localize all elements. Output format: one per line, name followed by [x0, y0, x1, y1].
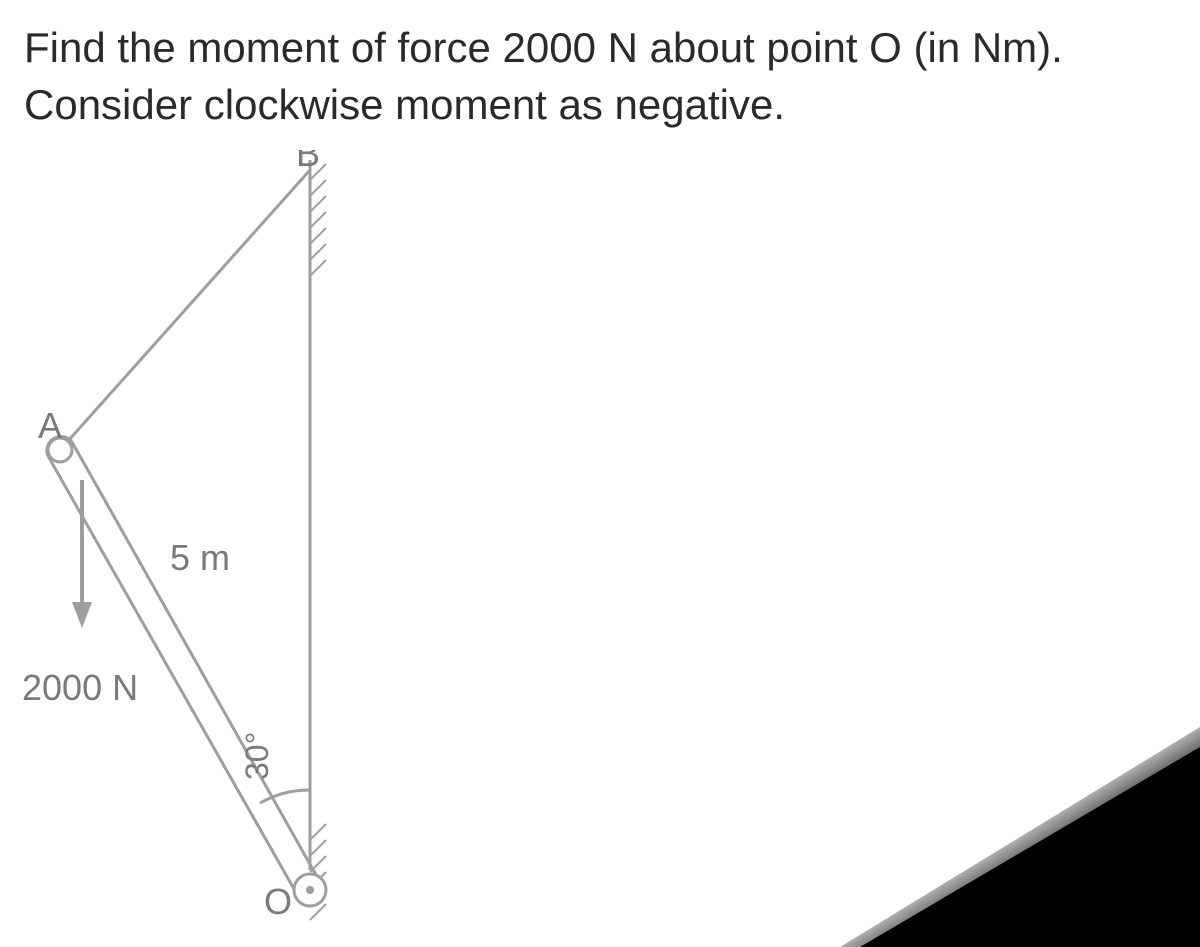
- cable-AB: [60, 170, 310, 450]
- corner-triangle: [860, 747, 1200, 947]
- pin-O: [294, 874, 326, 906]
- label-O: O: [264, 881, 292, 922]
- label-force: 2000 N: [22, 667, 138, 708]
- angle-arc: [260, 790, 310, 803]
- label-A: A: [38, 405, 62, 446]
- mechanics-diagram: A B O 5 m 30° 2000 N: [20, 150, 420, 930]
- label-B: B: [296, 150, 320, 174]
- question-text: Find the moment of force 2000 N about po…: [24, 20, 1140, 133]
- wall-hatch-top: [310, 164, 326, 276]
- label-length: 5 m: [170, 537, 230, 578]
- label-angle: 30°: [239, 732, 275, 780]
